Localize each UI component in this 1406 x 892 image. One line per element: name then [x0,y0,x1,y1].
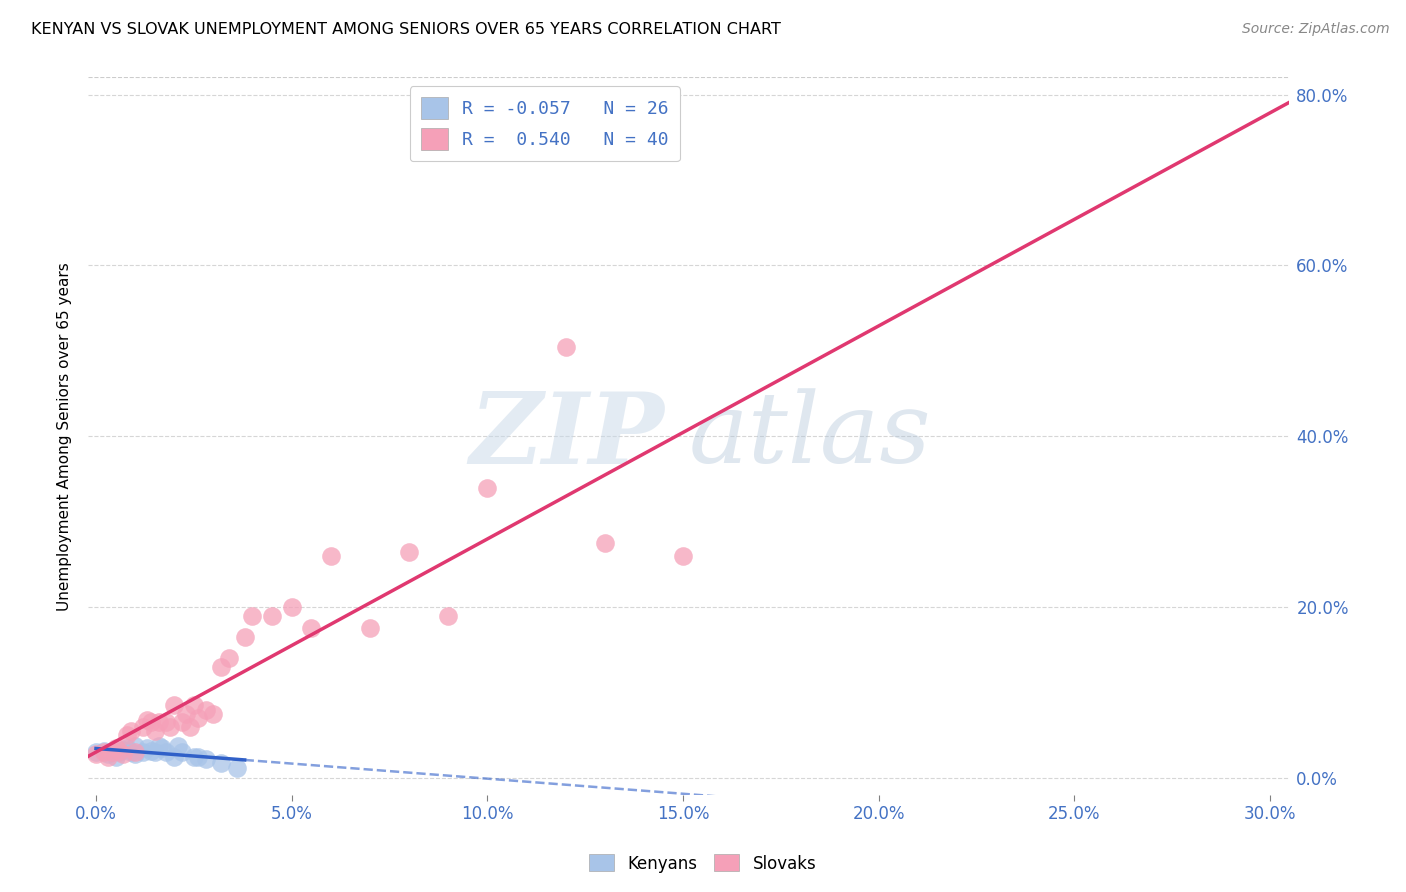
Point [97,747,120,761]
Point [398,544,420,558]
Point [179,720,201,734]
Point [170,745,193,759]
Text: atlas: atlas [689,389,932,483]
Point [319,549,342,563]
Point [132,720,155,734]
Point [593,536,616,550]
Point [148,739,170,753]
Point [97,749,120,764]
Point [218,651,240,665]
Point [132,745,155,759]
Point [554,340,576,354]
Point [100,745,122,759]
Point [672,549,695,563]
Point [112,747,135,761]
Point [167,739,190,753]
Point [155,745,177,759]
Point [93,744,115,758]
Point [104,741,127,756]
Point [124,747,146,761]
Point [194,703,217,717]
Point [233,630,256,644]
Point [183,749,205,764]
Text: Source: ZipAtlas.com: Source: ZipAtlas.com [1241,22,1389,37]
Text: KENYAN VS SLOVAK UNEMPLOYMENT AMONG SENIORS OVER 65 YEARS CORRELATION CHART: KENYAN VS SLOVAK UNEMPLOYMENT AMONG SENI… [31,22,780,37]
Point [163,698,186,713]
Point [359,622,381,636]
Point [183,698,205,713]
Point [155,715,177,730]
Point [139,715,162,730]
Point [280,600,302,615]
Point [108,744,131,758]
Legend: Kenyans, Slovaks: Kenyans, Slovaks [583,847,823,880]
Point [209,756,232,770]
Point [84,745,107,759]
Point [163,749,186,764]
Point [299,622,322,636]
Point [187,749,209,764]
Y-axis label: Unemployment Among Seniors over 65 years: Unemployment Among Seniors over 65 years [58,262,72,611]
Point [143,745,166,759]
Point [437,608,460,623]
Point [117,728,139,742]
Point [152,741,174,756]
Point [159,720,181,734]
Point [139,744,162,758]
Point [135,741,157,756]
Point [170,715,193,730]
Point [124,745,146,759]
Point [477,481,499,495]
Text: ZIP: ZIP [470,388,665,484]
Point [148,715,170,730]
Point [104,749,127,764]
Point [209,660,232,674]
Point [100,745,122,759]
Point [174,706,197,721]
Point [194,752,217,766]
Point [187,711,209,725]
Point [242,608,264,623]
Point [260,608,283,623]
Point [120,745,142,759]
Legend: R = -0.057   N = 26, R =  0.540   N = 40: R = -0.057 N = 26, R = 0.540 N = 40 [409,87,679,161]
Point [120,723,142,738]
Point [124,739,146,753]
Point [117,741,139,756]
Point [135,713,157,727]
Point [112,743,135,757]
Point [225,761,247,775]
Point [143,723,166,738]
Point [84,747,107,761]
Point [93,745,115,759]
Point [108,745,131,759]
Point [202,706,225,721]
